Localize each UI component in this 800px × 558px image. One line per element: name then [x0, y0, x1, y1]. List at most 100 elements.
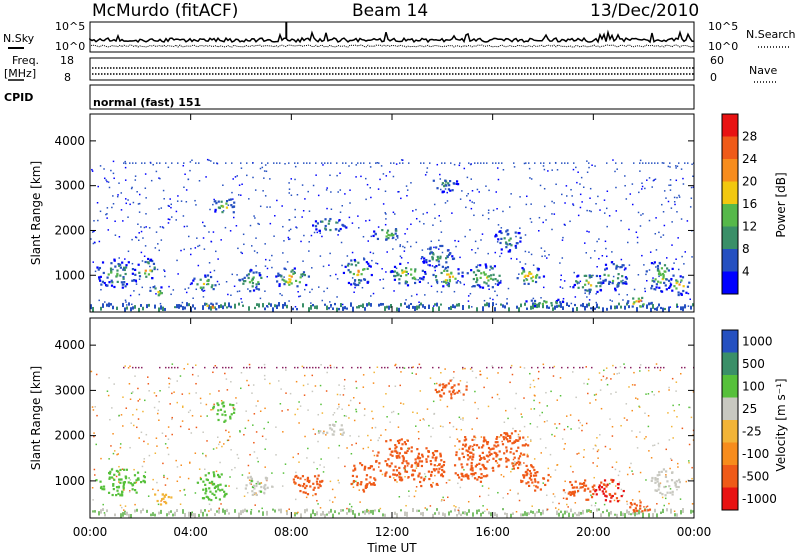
echo-cell — [526, 307, 528, 310]
echo-cell — [533, 458, 536, 460]
echo-cell — [415, 467, 418, 469]
echo-cell — [308, 210, 311, 212]
echo-cell — [330, 366, 332, 369]
echo-cell — [105, 179, 107, 181]
echo-cell — [456, 303, 458, 307]
freq-panel-frame — [89, 57, 695, 81]
echo-cell — [595, 393, 598, 396]
echo-cell — [503, 237, 506, 240]
echo-cell — [441, 162, 443, 164]
echo-cell — [580, 176, 583, 179]
echo-cell — [506, 243, 509, 246]
echo-cell — [242, 509, 244, 514]
echo-cell — [626, 419, 628, 421]
echo-cell — [664, 494, 667, 497]
echo-cell — [581, 286, 585, 289]
echo-cell — [445, 281, 448, 285]
echo-cell — [606, 162, 608, 164]
echo-cell — [137, 263, 140, 266]
echo-cell — [594, 490, 597, 493]
echo-cell — [588, 293, 591, 295]
echo-cell — [618, 293, 620, 296]
echo-cell — [578, 487, 580, 490]
echo-cell — [341, 408, 343, 411]
echo-cell — [288, 182, 290, 184]
echo-cell — [674, 203, 676, 206]
echo-cell — [512, 458, 515, 461]
echo-cell — [288, 229, 290, 232]
echo-cell — [584, 484, 588, 487]
echo-cell — [351, 222, 354, 224]
echo-cell — [646, 508, 648, 512]
echo-cell — [108, 472, 112, 475]
echo-cell — [562, 306, 564, 311]
echo-cell — [324, 218, 327, 221]
x-tick-label: 00:00 — [677, 525, 712, 539]
echo-cell — [473, 285, 476, 288]
echo-cell — [474, 465, 477, 468]
echo-cell — [434, 450, 437, 453]
echo-cell — [478, 509, 480, 512]
echo-cell — [130, 307, 132, 312]
echo-cell — [480, 239, 482, 241]
echo-cell — [257, 460, 259, 463]
echo-cell — [574, 303, 576, 307]
echo-cell — [156, 481, 158, 484]
echo-cell — [462, 399, 465, 401]
echo-cell — [100, 288, 102, 291]
time-axis-label: Time UT — [366, 541, 417, 554]
echo-cell — [499, 281, 502, 284]
echo-cell — [118, 481, 120, 483]
echo-cell — [354, 280, 356, 283]
echo-cell — [677, 293, 680, 297]
echo-cell — [183, 489, 185, 491]
echo-cell — [111, 493, 114, 497]
echo-cell — [281, 485, 284, 487]
echo-cell — [453, 290, 456, 293]
echo-cell — [611, 251, 613, 253]
echo-cell — [564, 442, 566, 445]
echo-cell — [502, 508, 504, 511]
echo-cell — [487, 405, 490, 408]
echo-cell — [132, 201, 135, 204]
echo-cell — [404, 465, 407, 468]
echo-cell — [453, 464, 457, 467]
echo-cell — [386, 305, 388, 309]
echo-cell — [632, 297, 635, 300]
echo-cell — [194, 364, 197, 366]
echo-cell — [276, 304, 278, 310]
echo-cell — [505, 409, 507, 412]
echo-cell — [416, 509, 418, 513]
echo-cell — [420, 162, 422, 164]
echo-cell — [152, 478, 154, 481]
echo-cell — [651, 279, 654, 282]
echo-cell — [482, 444, 485, 447]
echo-cell — [541, 255, 543, 258]
echo-cell — [366, 183, 369, 186]
echo-cell — [621, 264, 624, 267]
echo-cell — [396, 307, 398, 312]
echo-cell — [524, 234, 527, 236]
echo-cell — [405, 504, 407, 507]
echo-cell — [314, 513, 316, 517]
echo-cell — [278, 274, 281, 277]
echo-cell — [369, 162, 371, 164]
echo-cell — [176, 304, 178, 309]
echo-cell — [397, 441, 401, 445]
echo-cell — [451, 379, 453, 381]
echo-cell — [149, 258, 153, 261]
echo-cell — [348, 165, 350, 167]
echo-cell — [97, 219, 99, 222]
echo-cell — [358, 435, 360, 438]
echo-cell — [500, 248, 503, 251]
echo-cell — [385, 463, 389, 466]
echo-cell — [654, 307, 656, 311]
echo-cell — [173, 391, 175, 393]
echo-cell — [306, 476, 310, 479]
echo-cell — [341, 264, 343, 267]
echo-cell — [168, 386, 170, 389]
echo-cell — [471, 190, 474, 192]
echo-cell — [399, 262, 402, 266]
echo-cell — [661, 493, 664, 496]
echo-cell — [168, 382, 171, 385]
